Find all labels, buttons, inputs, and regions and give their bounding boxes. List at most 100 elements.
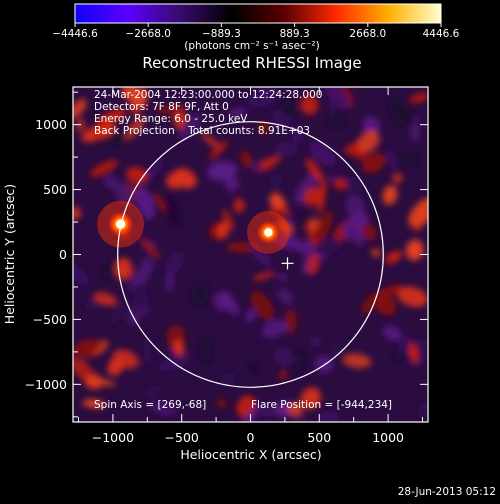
fringe-patch (148, 400, 178, 416)
fringe-patch (257, 87, 268, 96)
fringe-patch (277, 271, 289, 284)
y-tick-label: 500 (43, 182, 67, 197)
fringe-patch (273, 346, 294, 367)
fringe-patch (105, 132, 126, 145)
fringe-patch (89, 160, 119, 177)
fringe-patch (276, 218, 293, 236)
fringe-patch (172, 168, 197, 189)
y-tick-label: 0 (59, 247, 67, 262)
fringe-patch (274, 142, 298, 157)
fringe-patch (274, 401, 292, 418)
y-tick-label: 1000 (35, 117, 67, 132)
fringe-patch (382, 325, 402, 341)
fringe-patch (250, 159, 262, 175)
fringe-patch (306, 253, 320, 276)
flare-position-label: Flare Position = [-944,234] (251, 399, 392, 411)
fringe-patch (295, 351, 304, 374)
fringe-patch (277, 288, 294, 305)
fringe-patch (139, 236, 161, 260)
fringe-patch (178, 113, 201, 140)
fringe-patch (125, 216, 148, 238)
fringe-patch (208, 140, 229, 160)
fringe-patch (300, 95, 319, 115)
annotation-block: 24-Mar-2004 12:23:00.000 to 12:24:28.000… (94, 89, 322, 137)
fringe-patch (217, 220, 229, 240)
colorbar (74, 3, 442, 24)
fringe-patch (328, 101, 338, 113)
fringe-patch (82, 399, 105, 408)
fringe-patch (261, 320, 288, 339)
fringe-patch (240, 150, 253, 169)
fringe-patch (397, 155, 420, 165)
colorbar-tick-label: 2668.0 (349, 28, 386, 40)
fringe-patch (256, 121, 270, 135)
x-tick-label: 0 (247, 430, 255, 445)
fringe-patch (222, 209, 235, 232)
fringe-patch (76, 118, 85, 133)
x-tick-label: −500 (165, 430, 199, 445)
fringe-patch (294, 173, 317, 205)
fringe-patch (241, 405, 259, 422)
fringe-patch (376, 297, 397, 316)
fringe-patch (245, 308, 256, 323)
y-axis-label: Heliocentric Y (arcsec) (2, 184, 17, 324)
fringe-patch (309, 141, 336, 166)
fringe-patch (370, 248, 381, 257)
fringe-patch (315, 210, 333, 241)
colorbar-ticks: −4446.6 −2668.0 −889.3 889.3 2668.0 4446.6 (52, 23, 460, 40)
fringe-patch (104, 175, 117, 189)
fringe-patch (107, 357, 124, 376)
footer-timestamp: 28-Jun-2013 05:12 (398, 486, 496, 498)
fringe-patch (166, 270, 174, 292)
fringe-patch (405, 239, 424, 261)
fringe-patch (93, 114, 110, 141)
fringe-patch (303, 187, 322, 207)
fringe-patch (247, 87, 279, 108)
fringe-patch (250, 290, 275, 321)
fringe-patch (73, 261, 89, 286)
fringe-patch (228, 108, 248, 118)
fringe-patch (136, 186, 155, 220)
annotation-energy: Energy Range: 6.0 - 25.0 keV (94, 113, 248, 125)
fringe-patch (281, 100, 298, 118)
fringe-patch (221, 294, 240, 316)
flare-source-core (264, 228, 273, 237)
fringe-patch (385, 250, 403, 264)
colorbar-tick-label: −4446.6 (52, 28, 98, 40)
fringe-patch (344, 144, 355, 155)
fringe-patch (357, 130, 380, 153)
fringe-patch (396, 345, 414, 358)
fringe-patch (408, 197, 428, 228)
x-axis: −1000 −500 0 500 1000 (78, 87, 423, 445)
x-tick-label: 1000 (372, 430, 404, 445)
fringe-patch (300, 387, 321, 409)
fringe-patch (219, 372, 237, 387)
fringe-patch (114, 182, 134, 205)
fringe-patch (268, 173, 283, 188)
fringe-patch (295, 240, 328, 261)
fringe-patch (284, 309, 297, 334)
fringe-patch (342, 353, 372, 369)
fringe-patch (287, 213, 296, 230)
fringe-patch (317, 179, 327, 214)
fringe-patch (200, 337, 212, 363)
annotation-method-counts: Back Projection Total counts: 8.91E+03 (94, 125, 310, 137)
fringe-patch (342, 222, 363, 247)
fringe-patch (386, 149, 397, 169)
fringe-patch (305, 158, 324, 183)
fringe-patch (250, 244, 272, 267)
fringe-patch (314, 238, 342, 255)
fringe-patch (216, 398, 227, 409)
fringe-patch (158, 353, 192, 372)
fringe-patch (154, 105, 187, 115)
plot-area (72, 86, 429, 423)
fringe-patch (165, 251, 185, 274)
fringe-patch (252, 271, 275, 281)
fringe-patch (393, 351, 404, 362)
fringe-patch (83, 378, 116, 386)
solar-limb-circle (117, 121, 384, 388)
annotation-time: 24-Mar-2004 12:23:00.000 to 12:24:28.000 (94, 89, 322, 101)
colorbar-tick-label: 889.3 (280, 28, 310, 40)
